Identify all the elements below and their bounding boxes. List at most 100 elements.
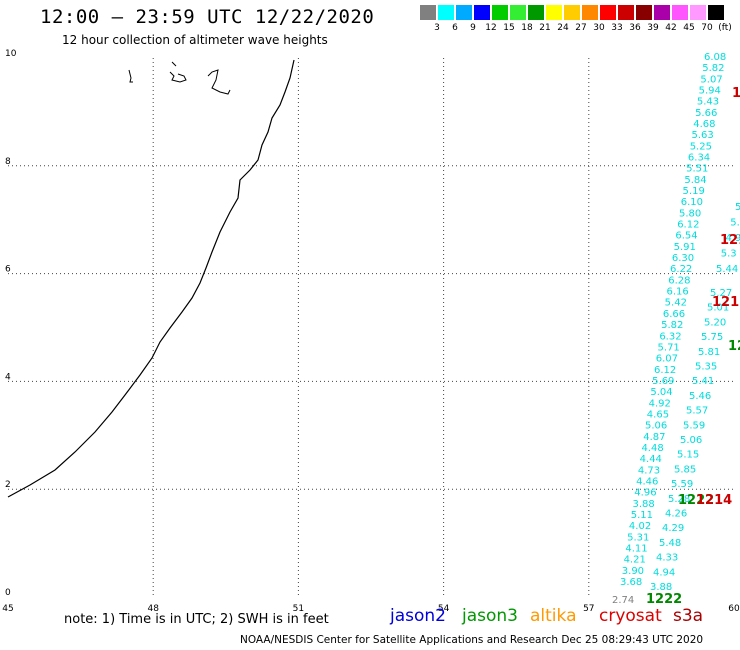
wave-height-value: 5.81: [698, 347, 720, 358]
wave-height-value: 5.20: [704, 317, 726, 328]
y-tick-label: 4: [5, 372, 11, 382]
wave-height-value: 5.11: [631, 510, 653, 521]
grid-lines: [8, 58, 734, 597]
color-swatch: [600, 5, 616, 20]
wave-height-value: 4.33: [656, 553, 678, 564]
color-swatch: [528, 5, 544, 20]
wave-height-value: 4.48: [641, 443, 663, 454]
wave-height-value: 6.66: [663, 309, 685, 320]
wave-height-value: 4.29: [662, 523, 684, 534]
color-swatch: [690, 5, 706, 20]
wave-height-value: 5.75: [701, 332, 723, 343]
wave-height-value: 4.44: [640, 454, 662, 465]
x-tick-label: 57: [583, 604, 594, 614]
wave-height-value: 3.88: [633, 499, 655, 510]
wave-height-value: 6.28: [668, 275, 690, 286]
axis-tick-labels: 45 48 51 54 57 60 0 2 4 6 8 10: [2, 49, 740, 614]
color-swatch: [708, 5, 724, 20]
x-tick-label: 54: [438, 604, 450, 614]
coastline-path: [7, 59, 295, 498]
wave-height-value: 5.59: [671, 479, 693, 490]
color-scale-label: 27: [575, 23, 587, 33]
y-tick-label: 0: [5, 588, 11, 598]
wave-height-value: 6.12: [677, 220, 699, 231]
pass-time-label: 12: [728, 339, 740, 354]
units-note: note: 1) Time is in UTC; 2) SWH is in fe…: [64, 612, 329, 627]
color-scale-label: 18: [521, 23, 533, 33]
wave-height-value: 5.69: [652, 376, 674, 387]
wave-height-value: 4.87: [643, 432, 665, 443]
wave-height-value: 5.01: [707, 303, 729, 314]
wave-height-value: 5.48: [659, 538, 681, 549]
wave-height-value: 3.90: [622, 566, 644, 577]
wave-height-value: 5.06: [680, 435, 702, 446]
color-swatch: [492, 5, 508, 20]
y-tick-label: 6: [5, 265, 11, 275]
wave-height-value: 4.65: [647, 409, 669, 420]
wave-height-value: 5.82: [661, 320, 683, 331]
wave-height-value: 5.35: [695, 362, 717, 373]
wave-height-value: 6.54: [675, 231, 697, 242]
y-tick-label: 8: [5, 157, 11, 167]
wave-height-value: 6.32: [659, 331, 681, 342]
wave-height-value: 4.73: [638, 465, 660, 476]
color-swatch: [546, 5, 562, 20]
wave-height-value: 5.84: [684, 175, 706, 186]
color-scale-label: 70: [701, 23, 713, 33]
wave-height-value: 5.59: [683, 420, 705, 431]
legend-cryosat: cryosat: [599, 606, 662, 626]
y-tick-label: 10: [5, 49, 17, 59]
wave-height-value: 5.31: [627, 532, 649, 543]
color-swatch: [438, 5, 454, 20]
wave-height-value: 2.74: [612, 595, 634, 606]
wave-height-value: 6.07: [656, 354, 678, 365]
wave-height-value: 5.44: [716, 264, 738, 275]
x-tick-label: 51: [293, 604, 304, 614]
wave-height-value: 6.34: [688, 153, 710, 164]
wave-height-value: 5.71: [658, 342, 680, 353]
wave-height-value: 5.27: [710, 288, 732, 299]
color-scale-label: 30: [593, 23, 605, 33]
wave-height-value: 4.68: [693, 119, 715, 130]
wave-height-value: 5.42: [665, 298, 687, 309]
color-swatch: [618, 5, 634, 20]
color-scale-label: 36: [629, 23, 641, 33]
legend-altika: altika: [530, 606, 577, 626]
island-outline: [128, 69, 133, 83]
wave-height-value: 4.96: [634, 488, 656, 499]
wave-height-value: 5.91: [674, 242, 696, 253]
color-scale-label: 21: [539, 23, 551, 33]
color-swatch: [456, 5, 472, 20]
wave-height-value: 5.04: [650, 387, 672, 398]
wave-height-value: 4.11: [625, 543, 647, 554]
wave-height-value: 5.80: [679, 208, 701, 219]
x-tick-label: 60: [728, 604, 740, 614]
coastline: [7, 59, 295, 498]
pass-time-label: 1: [732, 86, 740, 101]
wave-height-value: 5.51: [686, 164, 708, 175]
pass-time-label: 1214: [696, 493, 732, 508]
color-scale-label: 42: [665, 23, 677, 33]
page-subtitle: 12 hour collection of altimeter wave hei…: [62, 33, 328, 47]
wave-height-value: 5.25: [690, 141, 712, 152]
color-swatch: [582, 5, 598, 20]
wave-height-value: 3.88: [650, 582, 672, 593]
wave-height-value: 4.46: [636, 476, 658, 487]
color-scale-label: 39: [647, 23, 659, 33]
wave-height-value: 6.10: [681, 197, 703, 208]
wave-height-value: 5.15: [677, 450, 699, 461]
wave-height-value: 6.22: [670, 264, 692, 275]
wave-height-value: 4.26: [665, 509, 687, 520]
x-tick-label: 48: [147, 604, 159, 614]
legend-jason3: jason3: [462, 606, 518, 626]
wave-height-value: 5.: [735, 202, 740, 213]
color-scale-label: 6: [452, 23, 458, 33]
color-scale-label: (ft): [718, 23, 732, 33]
color-swatch: [672, 5, 688, 20]
color-scale-label: 9: [470, 23, 476, 33]
island-outline: [207, 69, 231, 95]
x-tick-label: 45: [2, 604, 13, 614]
color-swatch: [420, 5, 436, 20]
wave-height-value: 5.: [730, 218, 740, 229]
